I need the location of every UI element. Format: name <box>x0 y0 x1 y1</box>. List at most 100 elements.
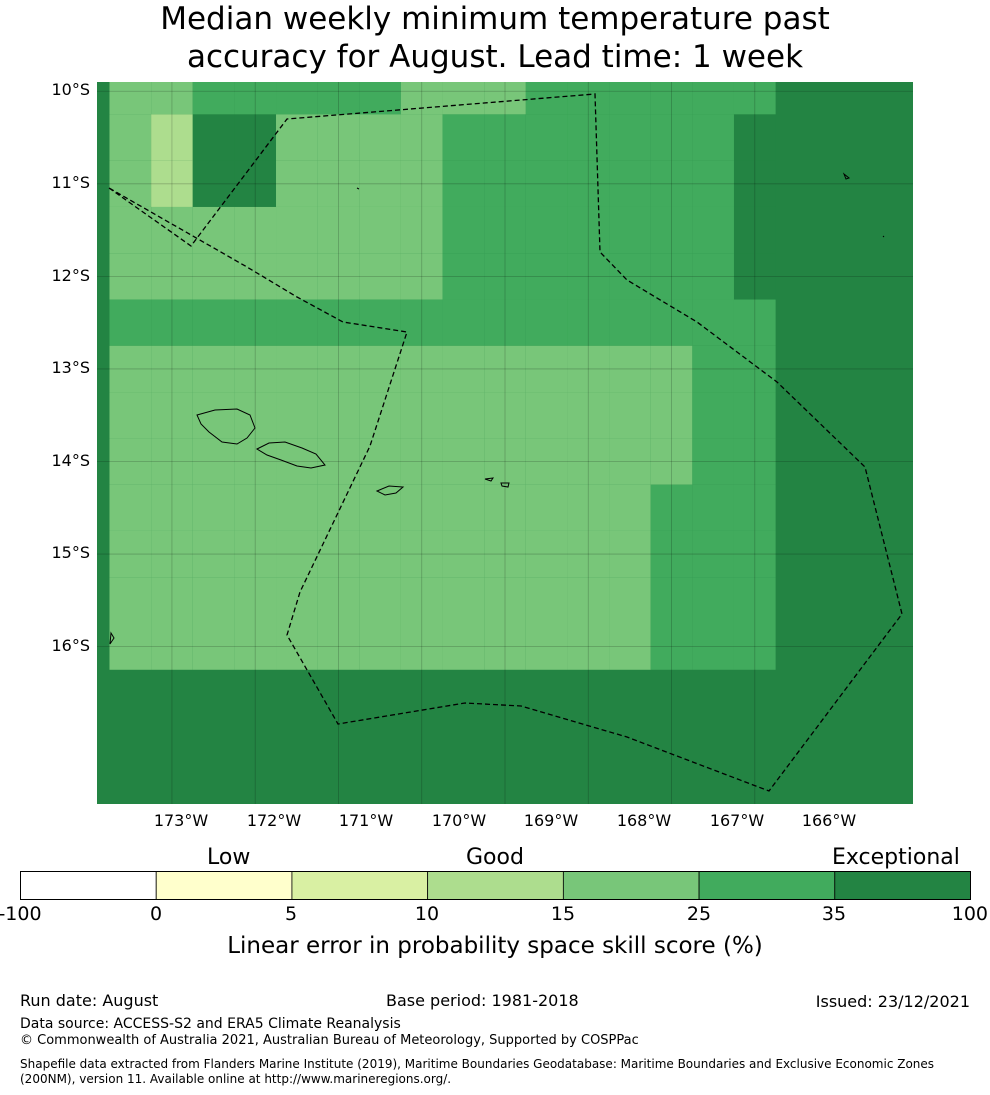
map-cell <box>525 484 568 531</box>
island-manua-b <box>500 482 510 488</box>
colorbar-segment <box>20 871 157 900</box>
map-cell <box>609 577 651 624</box>
map-cell <box>359 114 401 161</box>
colorbar <box>20 871 971 900</box>
colorbar-tick: 0 <box>149 903 163 925</box>
lon-label: 167°W <box>709 811 765 830</box>
map-cell <box>109 530 152 578</box>
map-cell <box>276 484 318 531</box>
map-cell <box>400 484 443 531</box>
map-cell <box>400 438 443 485</box>
map-cell <box>567 577 610 624</box>
map-cell <box>234 484 277 531</box>
map-cell <box>442 577 485 624</box>
map-cell <box>276 345 318 393</box>
map-cell <box>692 160 734 207</box>
island-atoll-west <box>109 631 115 645</box>
map-cell <box>276 299 318 346</box>
colorbar-category-good: Good <box>466 845 524 870</box>
map-cell <box>109 577 152 624</box>
map-cell <box>609 114 651 161</box>
map-cell <box>650 253 693 300</box>
map-cell <box>442 438 485 485</box>
map-cell <box>276 530 318 578</box>
island-manua-a <box>484 477 495 482</box>
map-cell <box>400 577 443 624</box>
map-cell <box>192 623 235 670</box>
colorbar-category-exceptional: Exceptional <box>832 845 960 870</box>
lat-label: 11°S <box>51 173 90 192</box>
map-cell <box>151 160 193 207</box>
map-cell <box>192 299 235 346</box>
lat-label: 16°S <box>51 636 90 655</box>
map-cell <box>276 82 318 115</box>
map-cell <box>567 438 610 485</box>
map-cell <box>109 206 152 254</box>
map-cell <box>109 160 152 207</box>
lat-label: 13°S <box>51 358 90 377</box>
map-cell <box>234 530 277 578</box>
map-cell <box>151 114 193 161</box>
map-cell <box>151 438 193 485</box>
map-cell <box>109 253 152 300</box>
map-cell <box>442 299 485 346</box>
map-cell <box>692 530 734 578</box>
map-cell <box>525 206 568 254</box>
map-cell <box>650 484 693 531</box>
colorbar-tick: 35 <box>821 903 847 925</box>
map-cell <box>484 530 526 578</box>
map-cell <box>234 253 277 300</box>
map-cell <box>359 299 401 346</box>
island-tutuila <box>375 485 405 496</box>
lat-label: 14°S <box>51 451 90 470</box>
map-cell <box>484 114 526 161</box>
map-cell <box>317 623 360 670</box>
map-cell <box>442 345 485 393</box>
map-cell <box>317 530 360 578</box>
map-cell <box>359 82 401 115</box>
map-cell <box>192 345 235 393</box>
island-atoll-east-b <box>882 235 885 238</box>
map-cell <box>650 206 693 254</box>
map-cell <box>484 484 526 531</box>
map-cell <box>567 206 610 254</box>
map-cell <box>567 623 610 670</box>
chart-title: Median weekly minimum temperature past a… <box>0 0 990 76</box>
map-cell <box>567 484 610 531</box>
map-cell <box>317 299 360 346</box>
map-cell <box>400 253 443 300</box>
colorbar-axis-label: Linear error in probability space skill … <box>227 933 763 959</box>
map-cell <box>733 577 776 624</box>
map-cell <box>317 345 360 393</box>
map-cell <box>567 530 610 578</box>
map-cell <box>442 623 485 670</box>
map-cell <box>609 253 651 300</box>
map-cell <box>692 82 734 115</box>
map-cell <box>317 484 360 531</box>
map-cell <box>359 484 401 531</box>
base-period: Base period: 1981-2018 <box>386 991 579 1010</box>
colorbar-tick: 5 <box>284 903 298 925</box>
map-cell <box>442 530 485 578</box>
map-cell <box>234 206 277 254</box>
map-cell <box>609 438 651 485</box>
map-cell <box>192 206 235 254</box>
colorbar-segments <box>20 871 971 900</box>
map-cell <box>109 484 152 531</box>
skill-map <box>97 82 913 804</box>
map-cell <box>109 623 152 670</box>
map-cell <box>359 623 401 670</box>
map-cell <box>733 623 776 670</box>
map-cell <box>567 299 610 346</box>
map-cell <box>276 392 318 439</box>
map-cell <box>192 530 235 578</box>
map-cell <box>192 253 235 300</box>
colorbar-segment <box>155 871 293 900</box>
map-cell <box>109 299 152 346</box>
map-cell <box>359 345 401 393</box>
map-cell <box>151 345 193 393</box>
colorbar-category-low: Low <box>207 845 251 870</box>
map-cell <box>650 114 693 161</box>
map-cell <box>151 392 193 439</box>
map-cell <box>151 623 193 670</box>
